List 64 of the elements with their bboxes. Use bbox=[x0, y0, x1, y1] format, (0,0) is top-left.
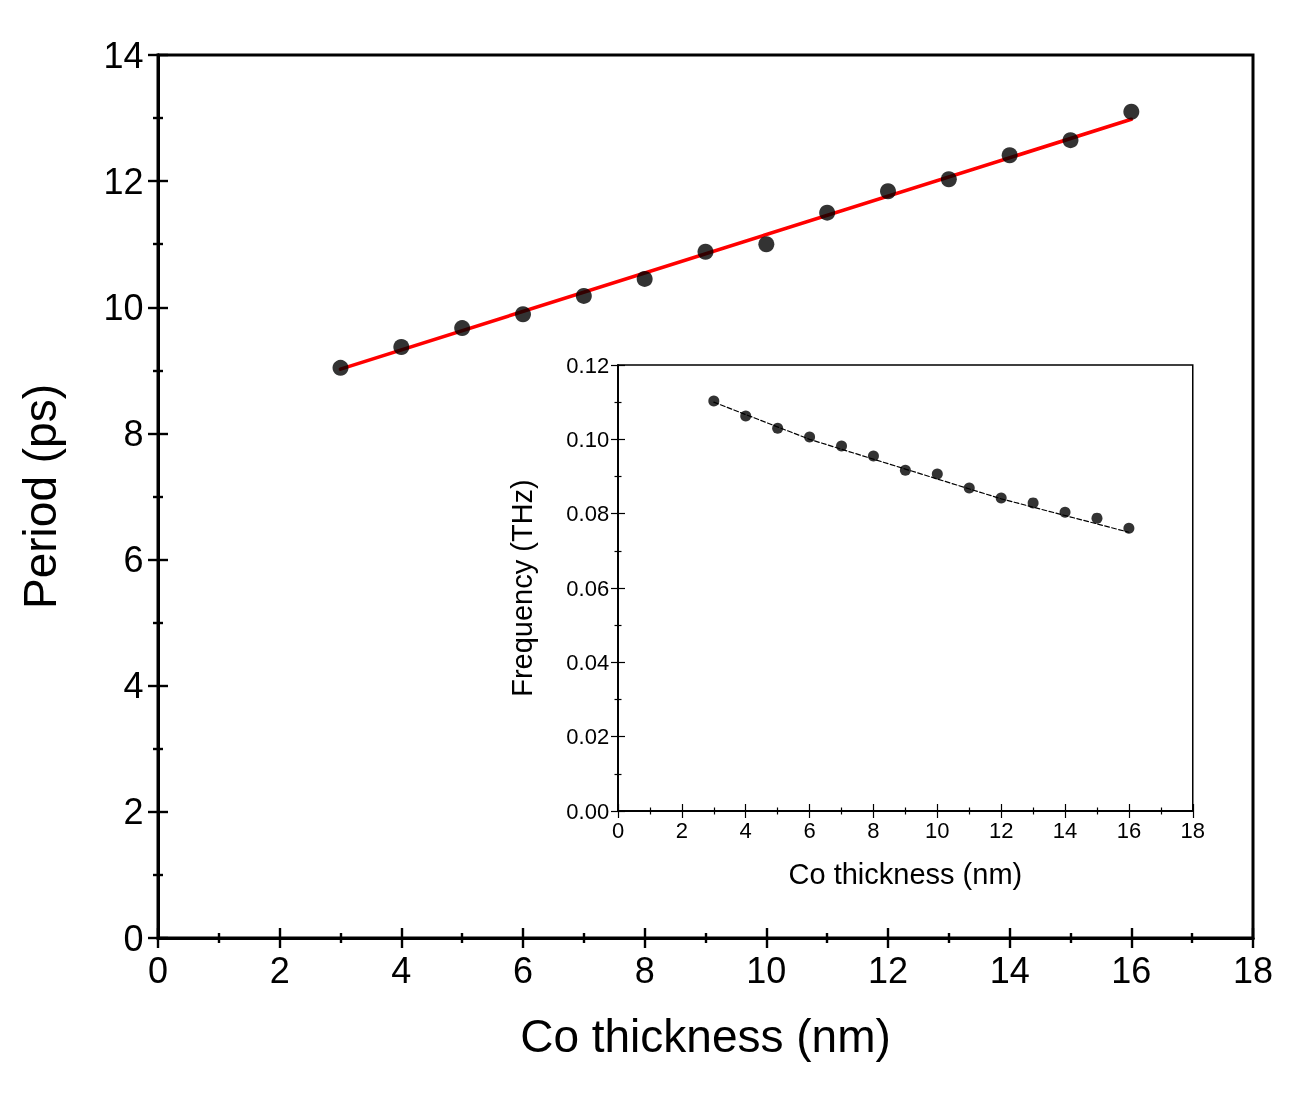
x-tick-label: 2 bbox=[675, 818, 688, 844]
point bbox=[1123, 103, 1140, 120]
x-tick-label: 6 bbox=[803, 818, 816, 844]
y-tick-label: 4 bbox=[123, 665, 144, 707]
x-tick-label: 2 bbox=[269, 949, 290, 991]
y-tick-label: 10 bbox=[103, 286, 144, 328]
x-axis-title: Co thickness (nm) bbox=[788, 857, 1023, 890]
point bbox=[1062, 132, 1079, 149]
point bbox=[940, 171, 957, 188]
point bbox=[772, 422, 784, 434]
point bbox=[1001, 147, 1018, 164]
point bbox=[867, 450, 879, 462]
x-tick-label: 4 bbox=[739, 818, 752, 844]
x-tick-label: 8 bbox=[634, 949, 655, 991]
point bbox=[1123, 522, 1135, 534]
point bbox=[758, 236, 775, 253]
x-tick-label: 16 bbox=[1116, 818, 1142, 844]
x-tick-label: 10 bbox=[925, 818, 950, 844]
point bbox=[880, 183, 896, 200]
point bbox=[1027, 497, 1039, 509]
point bbox=[1091, 512, 1103, 524]
x-tick-label: 16 bbox=[1111, 949, 1152, 991]
point bbox=[899, 464, 911, 476]
point bbox=[740, 410, 752, 422]
x-tick-label: 8 bbox=[867, 818, 880, 844]
point bbox=[819, 204, 836, 221]
y-axis-title: Frequency (THz) bbox=[505, 479, 538, 697]
x-tick-label: 18 bbox=[1180, 818, 1206, 844]
point bbox=[332, 359, 349, 376]
x-axis-title: Co thickness (nm) bbox=[520, 1010, 891, 1062]
y-tick-label: 0.12 bbox=[566, 352, 610, 378]
point bbox=[931, 468, 943, 480]
point bbox=[515, 306, 531, 323]
point bbox=[697, 243, 714, 260]
x-tick-label: 12 bbox=[867, 949, 909, 991]
point bbox=[575, 287, 592, 304]
point bbox=[804, 431, 816, 443]
point bbox=[836, 440, 848, 452]
point bbox=[454, 320, 471, 337]
point bbox=[708, 395, 720, 407]
x-tick-label: 10 bbox=[746, 949, 787, 991]
point bbox=[1059, 506, 1071, 518]
y-tick-label: 8 bbox=[123, 412, 144, 454]
x-tick-label: 14 bbox=[989, 949, 1030, 991]
x-tick-label: 4 bbox=[391, 949, 412, 991]
point bbox=[636, 270, 653, 287]
x-tick-label: 12 bbox=[988, 818, 1014, 844]
point bbox=[995, 492, 1007, 504]
y-tick-label: 0.06 bbox=[566, 575, 610, 601]
y-tick-label: 6 bbox=[123, 539, 144, 581]
point bbox=[393, 339, 410, 356]
x-tick-label: 6 bbox=[512, 949, 534, 991]
y-axis-title: Period (ps) bbox=[14, 384, 66, 609]
y-tick-label: 0 bbox=[123, 917, 144, 959]
y-tick-label: 14 bbox=[103, 34, 144, 76]
point bbox=[963, 482, 975, 494]
y-tick-label: 0.04 bbox=[566, 649, 610, 675]
y-tick-label: 12 bbox=[103, 160, 144, 202]
y-tick-label: 0.00 bbox=[566, 798, 610, 824]
y-tick-label: 0.10 bbox=[566, 426, 610, 452]
y-tick-label: 0.08 bbox=[566, 501, 610, 527]
x-tick-label: 14 bbox=[1052, 818, 1078, 844]
y-tick-label: 0.02 bbox=[566, 724, 610, 750]
x-tick-label: 18 bbox=[1232, 949, 1274, 991]
